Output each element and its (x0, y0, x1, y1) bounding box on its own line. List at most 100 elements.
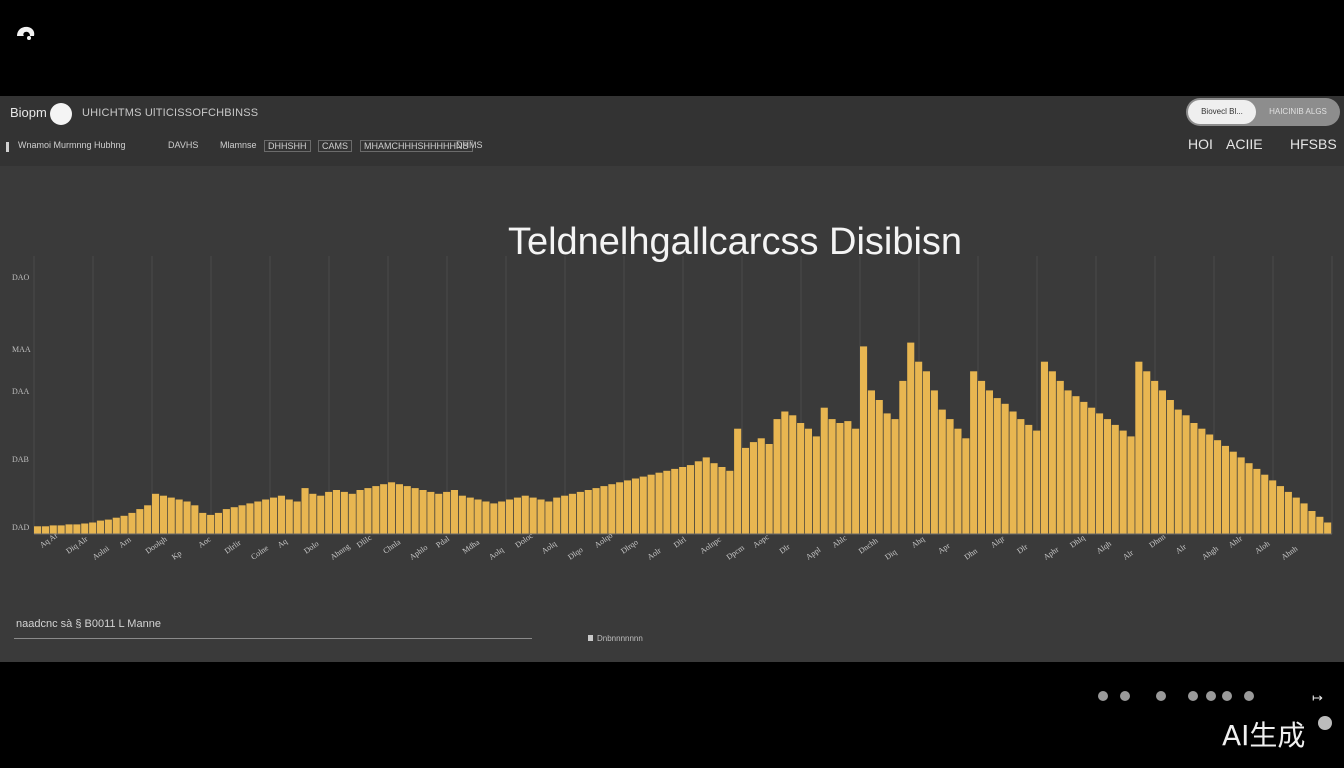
bar[interactable] (1316, 516, 1324, 534)
bar[interactable] (427, 491, 435, 534)
control-dot-icon[interactable] (1222, 691, 1232, 701)
bar[interactable] (199, 512, 207, 534)
bar[interactable] (144, 505, 152, 534)
bar[interactable] (844, 421, 852, 534)
bar[interactable] (152, 493, 160, 534)
bar[interactable] (332, 490, 340, 534)
bar[interactable] (860, 346, 868, 534)
nav-item-1[interactable]: Wnamoi Murmnng Hubhng (18, 140, 126, 150)
bar[interactable] (175, 499, 183, 535)
bar[interactable] (1127, 436, 1135, 534)
bar[interactable] (1324, 522, 1332, 535)
bar[interactable] (254, 501, 262, 535)
bar[interactable] (978, 380, 986, 534)
bar[interactable] (1206, 434, 1214, 535)
bar[interactable] (1080, 401, 1088, 534)
bar[interactable] (639, 476, 647, 534)
bar[interactable] (655, 472, 663, 534)
bar[interactable] (57, 525, 65, 534)
bar[interactable] (734, 428, 742, 534)
bar[interactable] (1033, 430, 1041, 534)
bar[interactable] (600, 486, 608, 534)
bar[interactable] (1300, 503, 1308, 534)
nav-item-6[interactable]: MHAMCHHHSHHHHHNS (360, 140, 473, 152)
bar[interactable] (608, 484, 616, 534)
bar[interactable] (104, 519, 112, 534)
bar[interactable] (1025, 424, 1033, 534)
bar[interactable] (317, 495, 325, 534)
bar[interactable] (1166, 400, 1174, 534)
bar[interactable] (246, 503, 254, 534)
bar[interactable] (136, 509, 144, 534)
bar[interactable] (309, 493, 317, 534)
bar[interactable] (1245, 463, 1253, 534)
bar[interactable] (388, 482, 396, 534)
bar[interactable] (797, 423, 805, 534)
tab-hfsbs[interactable]: HFSBS (1290, 136, 1337, 152)
bar[interactable] (529, 497, 537, 534)
bar[interactable] (576, 491, 584, 534)
bar[interactable] (993, 398, 1001, 534)
bar[interactable] (1135, 361, 1143, 534)
bar[interactable] (922, 371, 930, 534)
bar[interactable] (1198, 428, 1206, 534)
bar[interactable] (545, 501, 553, 535)
bar[interactable] (506, 499, 514, 535)
control-dot-icon[interactable] (1206, 691, 1216, 701)
bar[interactable] (498, 501, 506, 535)
bar[interactable] (34, 526, 42, 534)
expand-icon[interactable]: ↦ (1312, 690, 1323, 705)
bar[interactable] (891, 419, 899, 534)
bar[interactable] (270, 497, 278, 534)
bar[interactable] (1261, 474, 1269, 534)
bar[interactable] (262, 499, 270, 535)
tab-acie[interactable]: ACIIE (1226, 136, 1263, 152)
bar[interactable] (592, 488, 600, 534)
bar[interactable] (647, 474, 655, 534)
bar[interactable] (340, 491, 348, 534)
bar[interactable] (89, 522, 97, 535)
bar[interactable] (1253, 468, 1261, 534)
bar[interactable] (962, 438, 970, 534)
bar[interactable] (1119, 430, 1127, 534)
bar[interactable] (757, 438, 765, 534)
bar[interactable] (458, 495, 466, 534)
bar[interactable] (183, 501, 191, 535)
bar[interactable] (167, 497, 175, 534)
bar[interactable] (946, 419, 954, 534)
bar[interactable] (852, 428, 860, 534)
bar[interactable] (671, 468, 679, 534)
bar[interactable] (120, 515, 128, 534)
bar[interactable] (726, 470, 734, 534)
bar[interactable] (907, 342, 915, 534)
bar[interactable] (1182, 415, 1190, 534)
bar[interactable] (765, 444, 773, 534)
bar[interactable] (930, 390, 938, 534)
bar[interactable] (749, 442, 757, 534)
nav-item-2[interactable]: DAVHS (168, 140, 199, 150)
bar[interactable] (1072, 396, 1080, 534)
bar[interactable] (49, 525, 57, 534)
bar[interactable] (238, 505, 246, 534)
bar[interactable] (325, 491, 333, 534)
bar[interactable] (419, 490, 427, 534)
bar[interactable] (41, 526, 49, 534)
bar[interactable] (159, 495, 167, 534)
control-dot-icon[interactable] (1156, 691, 1166, 701)
bar[interactable] (128, 512, 136, 534)
bar[interactable] (616, 482, 624, 534)
bar[interactable] (1143, 371, 1151, 534)
bar[interactable] (65, 524, 73, 534)
toggle-option-active[interactable]: Biovecl Bl... (1188, 100, 1256, 124)
bar[interactable] (938, 409, 946, 534)
bar[interactable] (96, 520, 104, 534)
nav-item-7[interactable]: DHMS (456, 140, 483, 150)
bar[interactable] (435, 493, 443, 534)
control-dot-icon[interactable] (1188, 691, 1198, 701)
bar[interactable] (773, 419, 781, 534)
bar[interactable] (710, 463, 718, 534)
bar[interactable] (1284, 491, 1292, 534)
bar[interactable] (1001, 403, 1009, 534)
bar[interactable] (631, 478, 639, 535)
control-dot-icon[interactable] (1244, 691, 1254, 701)
